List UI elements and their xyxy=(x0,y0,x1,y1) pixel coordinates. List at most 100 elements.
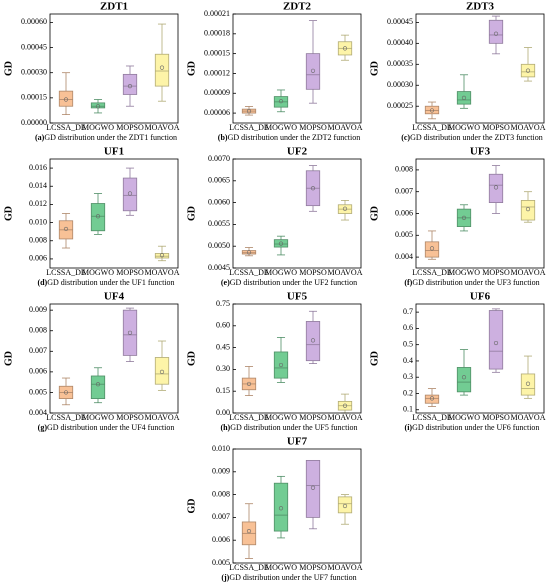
y-tick-label: 0.009 xyxy=(212,467,230,476)
y-tick-label: 0.15 xyxy=(216,386,230,395)
x-tick-label: MOGWO xyxy=(265,123,297,132)
box xyxy=(520,63,536,78)
box xyxy=(58,90,74,107)
mean xyxy=(246,528,252,534)
caption: (d)GD distribution under the UF1 functio… xyxy=(37,278,174,287)
mean xyxy=(461,215,467,220)
box xyxy=(154,357,170,385)
chart-title: UF3 xyxy=(470,146,491,158)
box xyxy=(305,459,321,518)
x-tick-label: LCSSA_DE xyxy=(229,413,269,422)
mean xyxy=(127,330,133,335)
box xyxy=(424,241,440,258)
x-tick-label: MOPSO xyxy=(116,123,144,132)
y-tick-label: 0.00000 xyxy=(21,118,47,127)
box xyxy=(241,250,257,255)
y-tick-label: 0.00030 xyxy=(21,68,47,77)
x-tick-label: LCSSA_DE xyxy=(412,123,452,132)
caption: (j)GD distribution under the UF7 functio… xyxy=(221,573,356,582)
caption-text: GD distribution under the UF4 function xyxy=(47,423,174,432)
mean xyxy=(159,65,165,70)
mean xyxy=(525,207,531,212)
mean xyxy=(63,390,69,395)
y-tick-label: 0.009 xyxy=(29,305,47,314)
y-tick-label: 0.006 xyxy=(29,367,47,376)
plot-frame xyxy=(49,158,179,269)
x-tick-label: LCSSA_DE xyxy=(412,268,452,277)
chart-title: ZDT1 xyxy=(100,1,128,13)
caption: (f)GD distribution under the UF3 functio… xyxy=(404,278,539,287)
x-tick-label: LCSSA_DE xyxy=(229,268,269,277)
y-tick-label: 0.006 xyxy=(395,208,413,217)
mean xyxy=(278,506,284,511)
y-tick-label: 0.00015 xyxy=(204,48,230,57)
y-tick-label: 0.30 xyxy=(216,364,230,373)
box xyxy=(122,177,138,212)
y-axis-label: GD xyxy=(3,351,14,366)
y-axis-label: GD xyxy=(369,351,380,366)
caption-text: GD distribution under the UF6 function xyxy=(412,423,539,432)
caption-text: GD distribution under the ZDT2 function xyxy=(228,133,361,142)
mean xyxy=(159,253,165,258)
y-tick-label: 0.1 xyxy=(403,405,413,414)
mean xyxy=(310,68,316,73)
y-tick-label: 0.75 xyxy=(216,299,230,308)
y-tick-label: 0.005 xyxy=(212,558,230,567)
y-tick-label: 0.012 xyxy=(29,199,47,208)
box xyxy=(520,200,536,221)
mean xyxy=(525,68,531,73)
x-tick-label: LCSSA_DE xyxy=(412,413,452,422)
box xyxy=(305,53,321,90)
x-tick-label: MOAVOA xyxy=(145,268,180,277)
mean xyxy=(63,226,69,232)
mean xyxy=(461,95,467,100)
y-tick-label: 0.004 xyxy=(395,252,413,261)
y-tick-label: 0.007 xyxy=(395,187,413,196)
mean xyxy=(493,185,499,190)
x-tick-label: MOGWO xyxy=(265,413,297,422)
chart-title: UF6 xyxy=(470,291,491,303)
mean xyxy=(310,338,316,343)
x-tick-label: MOGWO xyxy=(82,268,114,277)
y-axis-label: GD xyxy=(186,61,197,76)
y-tick-label: 0.0055 xyxy=(208,219,230,228)
x-tick-label: MOPSO xyxy=(299,268,327,277)
y-tick-label: 0.00040 xyxy=(387,38,413,47)
mean xyxy=(310,485,316,490)
box xyxy=(520,373,536,396)
x-tick-label: LCSSA_DE xyxy=(46,413,86,422)
y-axis-label: GD xyxy=(3,61,14,76)
mean xyxy=(342,403,348,408)
y-tick-label: 0.014 xyxy=(29,181,47,190)
plot-frame xyxy=(415,13,545,124)
plot-frame xyxy=(232,448,362,564)
caption-label: (j) xyxy=(221,573,229,582)
caption-text: GD distribution under the UF2 function xyxy=(230,278,357,287)
caption-label: (f) xyxy=(404,278,412,287)
mean xyxy=(95,104,101,109)
mean xyxy=(493,31,499,36)
x-tick-label: MOPSO xyxy=(299,563,327,572)
mean xyxy=(278,99,284,104)
caption: (c)GD distribution under the ZDT3 functi… xyxy=(401,133,543,142)
y-axis-label: GD xyxy=(3,206,14,221)
x-tick-label: LCSSA_DE xyxy=(229,123,269,132)
y-tick-label: 0.006 xyxy=(212,535,230,544)
x-tick-label: MOGWO xyxy=(265,563,297,572)
x-tick-label: MOPSO xyxy=(482,123,510,132)
y-tick-label: 0.60 xyxy=(216,321,230,330)
x-tick-label: MOGWO xyxy=(82,123,114,132)
box xyxy=(424,105,440,115)
y-tick-label: 0.005 xyxy=(29,387,47,396)
caption-text: GD distribution under the UF7 function xyxy=(229,573,356,582)
mean xyxy=(95,214,101,219)
mean xyxy=(246,381,252,387)
y-tick-label: 0.00018 xyxy=(204,29,230,38)
y-tick-label: 0.00035 xyxy=(387,59,413,68)
y-tick-label: 0.5 xyxy=(403,339,413,348)
y-tick-label: 0.00025 xyxy=(387,101,413,110)
mean xyxy=(278,362,284,368)
box xyxy=(456,367,472,393)
x-tick-label: LCSSA_DE xyxy=(46,268,86,277)
plot-frame xyxy=(49,303,179,414)
